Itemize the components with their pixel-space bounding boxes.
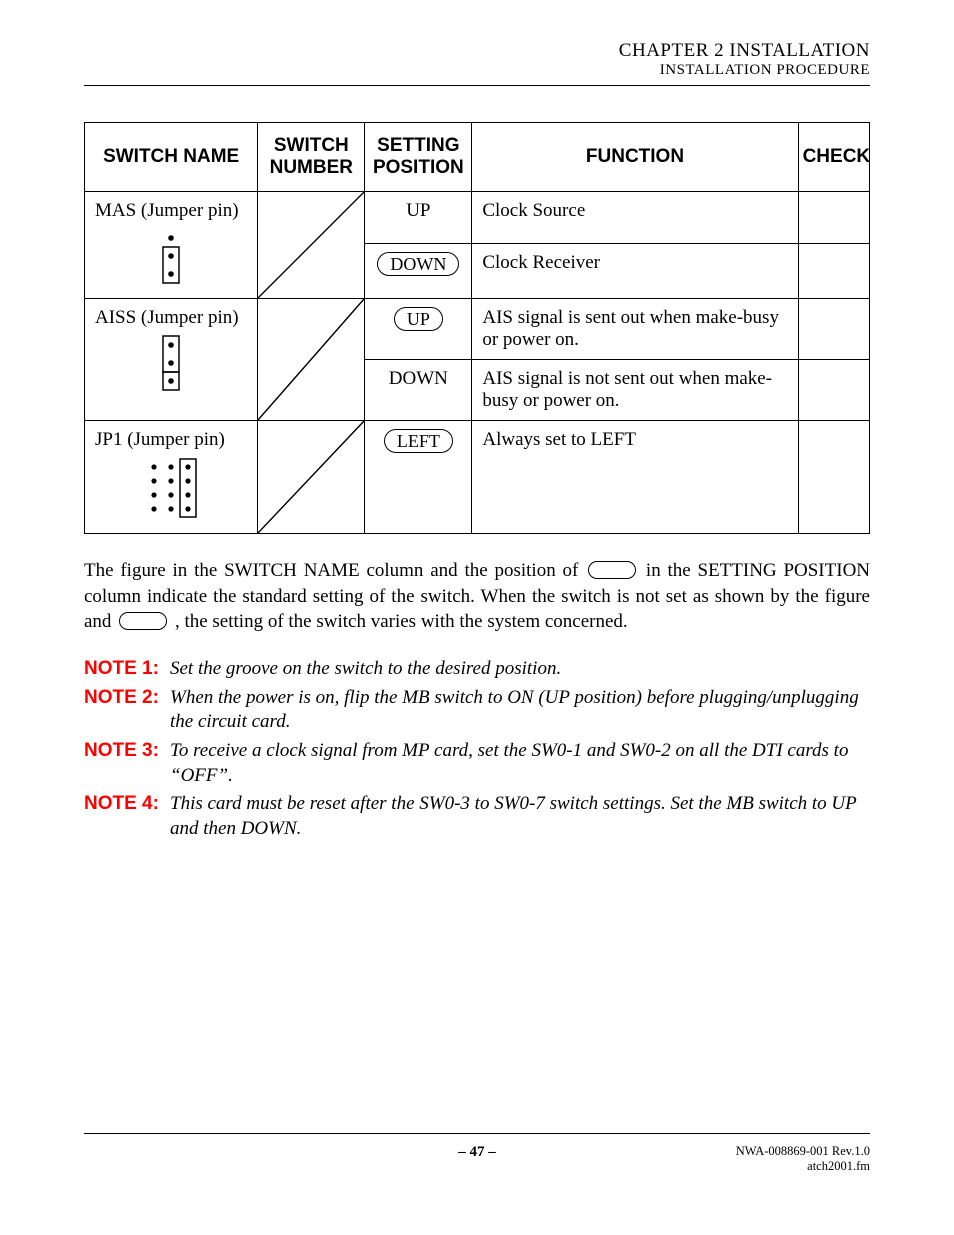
chapter-title: CHAPTER 2 INSTALLATION — [84, 40, 870, 62]
table-row: JP1 (Jumper pin) — [85, 421, 870, 534]
cell-switch-name: AISS (Jumper pin) — [85, 299, 258, 421]
table-header-row: SWITCH NAME SWITCH NUMBER SETTING POSITI… — [85, 123, 870, 192]
cell-function: AIS signal is not sent out when make-bus… — [472, 360, 798, 421]
cell-function: Clock Source — [472, 192, 798, 244]
note-label: NOTE 2: — [84, 686, 170, 735]
cell-switch-name: JP1 (Jumper pin) — [85, 421, 258, 534]
cell-switch-name: MAS (Jumper pin) — [85, 192, 258, 299]
page-number: – 47 – — [284, 1144, 670, 1161]
cell-function: AIS signal is sent out when make-busy or… — [472, 299, 798, 360]
note-item: NOTE 2: When the power is on, flip the M… — [84, 686, 870, 735]
position-value-pill: LEFT — [384, 429, 453, 453]
footer-rule — [84, 1133, 870, 1134]
col-setting-position: SETTING POSITION — [365, 123, 472, 192]
switch-name-text: AISS (Jumper pin) — [95, 307, 239, 328]
cell-check — [798, 299, 869, 360]
note-label: NOTE 3: — [84, 739, 170, 788]
doc-number: NWA-008869-001 Rev.1.0 — [670, 1144, 870, 1160]
position-value-pill: DOWN — [377, 252, 459, 276]
note-item: NOTE 1: Set the groove on the switch to … — [84, 657, 870, 682]
page-footer: – 47 – NWA-008869-001 Rev.1.0 atch2001.f… — [84, 1133, 870, 1175]
cell-check — [798, 421, 869, 534]
cell-switch-number — [258, 421, 365, 534]
footer-right: NWA-008869-001 Rev.1.0 atch2001.fm — [670, 1144, 870, 1175]
cell-function: Always set to LEFT — [472, 421, 798, 534]
position-value: DOWN — [389, 368, 448, 389]
col-function: FUNCTION — [472, 123, 798, 192]
oval-icon — [119, 612, 167, 630]
jumper-icon — [95, 457, 247, 525]
col-check: CHECK — [798, 123, 869, 192]
notes-section: NOTE 1: Set the groove on the switch to … — [84, 657, 870, 842]
cell-setting-position: DOWN — [365, 360, 472, 421]
jumper-icon — [95, 335, 247, 397]
note-text: Set the groove on the switch to the desi… — [170, 657, 870, 682]
note-item: NOTE 4: This card must be reset after th… — [84, 792, 870, 841]
switch-name-text: JP1 (Jumper pin) — [95, 429, 225, 450]
cell-switch-number — [258, 192, 365, 299]
para-text: The figure in the SWITCH NAME column and… — [84, 560, 585, 581]
cell-setting-position: UP — [365, 192, 472, 244]
table-row: MAS (Jumper pin) UP Clock Source — [85, 192, 870, 244]
col-switch-number: SWITCH NUMBER — [258, 123, 365, 192]
header-subtitle: INSTALLATION PROCEDURE — [84, 62, 870, 79]
col-switch-name: SWITCH NAME — [85, 123, 258, 192]
page-header: CHAPTER 2 INSTALLATION INSTALLATION PROC… — [84, 40, 870, 79]
cell-setting-position: LEFT — [365, 421, 472, 534]
cell-setting-position: UP — [365, 299, 472, 360]
position-value: UP — [406, 200, 430, 221]
cell-setting-position: DOWN — [365, 244, 472, 299]
cell-function: Clock Receiver — [472, 244, 798, 299]
cell-check — [798, 360, 869, 421]
file-name: atch2001.fm — [670, 1159, 870, 1175]
note-text: When the power is on, flip the MB switch… — [170, 686, 870, 735]
position-value-pill: UP — [394, 307, 443, 331]
note-label: NOTE 1: — [84, 657, 170, 682]
cell-check — [798, 192, 869, 244]
table-row: AISS (Jumper pin) UP AIS signal is se — [85, 299, 870, 360]
jumper-icon — [95, 228, 247, 290]
para-text: , the setting of the switch varies with … — [175, 611, 628, 632]
cell-check — [798, 244, 869, 299]
cell-switch-number — [258, 299, 365, 421]
explanatory-paragraph: The figure in the SWITCH NAME column and… — [84, 558, 870, 635]
header-rule — [84, 85, 870, 86]
note-text: This card must be reset after the SW0-3 … — [170, 792, 870, 841]
note-item: NOTE 3: To receive a clock signal from M… — [84, 739, 870, 788]
note-text: To receive a clock signal from MP card, … — [170, 739, 870, 788]
oval-icon — [588, 561, 636, 579]
note-label: NOTE 4: — [84, 792, 170, 841]
switch-name-text: MAS (Jumper pin) — [95, 200, 239, 221]
switch-settings-table: SWITCH NAME SWITCH NUMBER SETTING POSITI… — [84, 122, 870, 534]
